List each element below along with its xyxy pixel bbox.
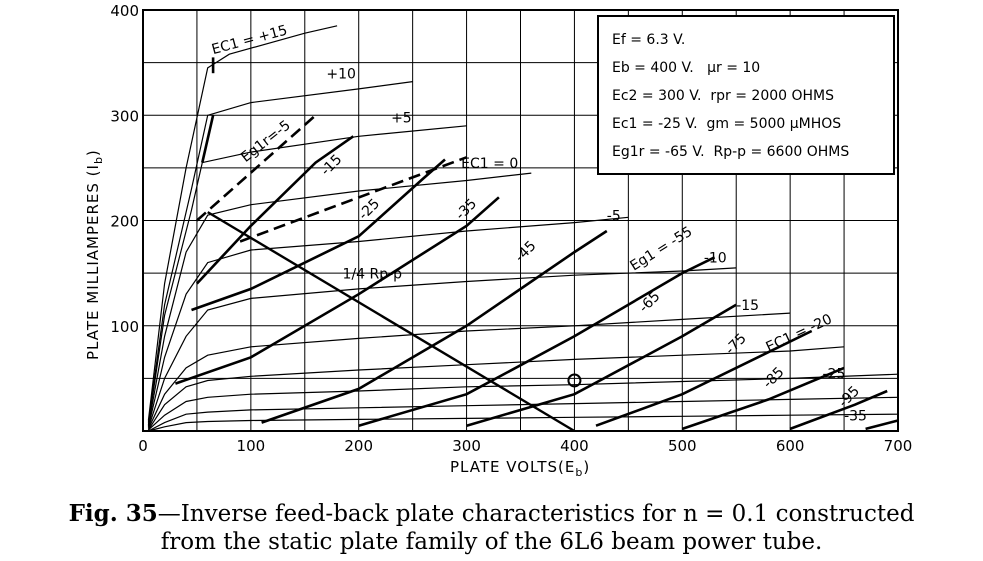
static-curve: [147, 25, 338, 421]
curve-label: -95: [836, 383, 863, 410]
static-curve: [147, 373, 899, 431]
y-tick-label: 400: [110, 2, 139, 20]
feedback-curve: [201, 115, 215, 163]
x-tick-label: 700: [884, 437, 913, 455]
operating-point-marker: [567, 373, 582, 388]
static-curve: [147, 312, 791, 430]
dashed-curve: [196, 114, 317, 222]
info-line-5: Eg1r = -65 V. Rp-p = 6600 OHMS: [612, 144, 849, 160]
x-tick-label: 400: [560, 437, 589, 455]
x-tick-label: 100: [237, 437, 266, 455]
curve-label: -5: [607, 209, 621, 225]
feedback-curve: [358, 256, 716, 427]
curve-label: EC1 = 0: [461, 156, 518, 172]
feedback-curve: [595, 329, 813, 427]
x-tick-label: 200: [344, 437, 373, 455]
info-line-2: Eb = 400 V. μr = 10: [612, 60, 760, 76]
info-line-4: Ec1 = -25 V. gm = 5000 μMHOS: [612, 116, 841, 132]
static-curve: [148, 413, 899, 432]
curve-label: -35: [844, 408, 867, 424]
feedback-curve: [174, 196, 500, 385]
y-tick-label: 200: [110, 213, 139, 231]
x-tick-label: 0: [138, 437, 148, 455]
curve-label: -85: [760, 364, 787, 391]
caption-text-1: —Inverse feed-back plate characteristics…: [157, 501, 915, 527]
dashed-curve: [239, 156, 468, 243]
info-box: Ef = 6.3 V. Eb = 400 V. μr = 10 Ec2 = 30…: [597, 15, 895, 175]
curve-label: -15: [318, 152, 345, 179]
static-curve: [147, 267, 737, 428]
curve-label: -15: [736, 298, 759, 314]
curve-label: -10: [704, 251, 727, 267]
feedback-curve: [261, 229, 608, 424]
static-plate-curves: [147, 25, 899, 432]
curve-label: -65: [636, 288, 663, 315]
y-tick-label: 300: [110, 107, 139, 125]
operating-point: [567, 373, 582, 388]
y-tick-label: 100: [110, 318, 139, 336]
curve-label: Eg1 = -55: [627, 224, 695, 275]
info-line-3: Ec2 = 300 V. rpr = 2000 OHMS: [612, 88, 834, 104]
curve-label: -45: [512, 238, 539, 265]
caption-line-2: from the static plate family of the 6L6 …: [160, 529, 823, 555]
static-curve: [147, 81, 413, 423]
curve-label: EC1 = -20: [764, 311, 835, 356]
static-curve: [147, 346, 845, 431]
figure-caption: Fig. 35—Inverse feed-back plate characte…: [0, 500, 983, 556]
dashed-curves: [196, 114, 468, 243]
plot-frame: [142, 9, 899, 432]
x-tick-label: 300: [452, 437, 481, 455]
feedback-curve: [466, 303, 737, 427]
feedback-curve: [195, 135, 355, 285]
load-line: [207, 211, 576, 433]
info-line-1: Ef = 6.3 V.: [612, 32, 685, 48]
axis-ticks: 0 100 200 300 400 500 600 700 100 200 300 400: [110, 2, 912, 455]
curve-label: +5: [391, 111, 412, 127]
feedback-curve: [865, 419, 899, 431]
feedback-plate-curves: [174, 57, 899, 431]
x-tick-label: 600: [776, 437, 805, 455]
info-box-frame: [597, 15, 895, 175]
curve-label: -35: [453, 196, 480, 223]
static-curve: [147, 216, 629, 427]
feedback-curve: [191, 158, 446, 312]
curve-label: +10: [326, 66, 356, 82]
y-axis-label: PLATE MILLIAMPERES (Ib): [84, 149, 105, 360]
load-line-path: [207, 211, 576, 433]
x-axis-label: PLATE VOLTS(Eb): [450, 458, 590, 479]
curve-label: EC1 = +15: [210, 22, 289, 58]
x-tick-label: 500: [668, 437, 697, 455]
curve-label: -25: [823, 366, 846, 382]
curve-label: 1/4 Rp-p: [343, 266, 403, 282]
static-curve: [147, 172, 532, 426]
caption-line-1: Fig. 35—Inverse feed-back plate characte…: [0, 500, 983, 528]
caption-fig-label: Fig. 35: [68, 500, 158, 527]
feedback-curve: [681, 366, 845, 431]
feedback-curve: [789, 389, 888, 431]
static-curve: [148, 396, 899, 432]
